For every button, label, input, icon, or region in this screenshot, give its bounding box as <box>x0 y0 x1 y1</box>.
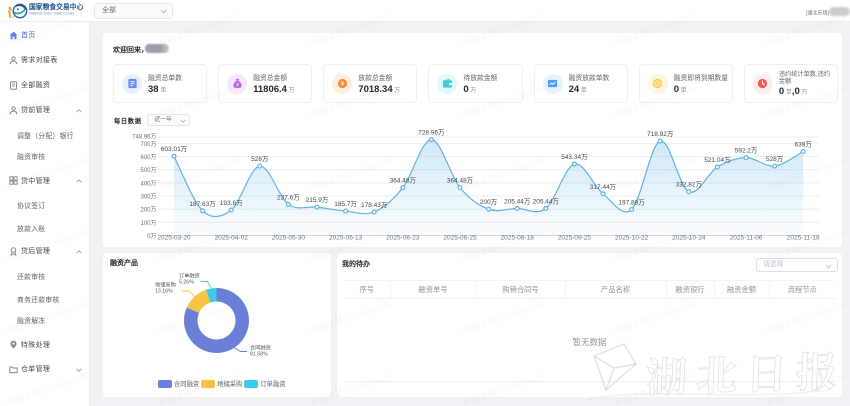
svg-text:¥: ¥ <box>236 82 239 88</box>
